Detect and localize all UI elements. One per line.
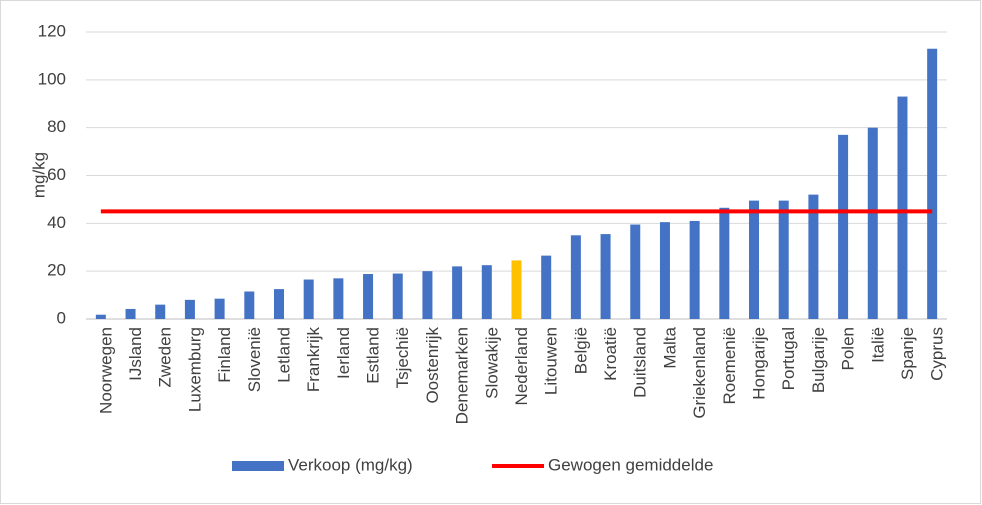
x-tick-label: Letland [274,327,293,383]
y-tick-label: 100 [38,69,66,88]
y-tick-label: 0 [57,308,66,327]
x-tick-label: Noorwegen [96,327,115,414]
x-tick-label: Duitsland [631,327,650,398]
x-tick-label: Spanje [898,327,917,380]
bar [719,207,730,319]
x-tick-label: België [571,327,590,374]
bar [422,271,433,319]
x-tick-label: Kroatië [601,327,620,381]
bar [630,224,641,319]
x-tick-label: Oostenrijk [423,327,442,404]
y-axis-label: mg/kg [29,152,48,198]
y-tick-label: 80 [47,117,66,136]
bar [184,299,195,319]
x-tick-label: Nederland [512,327,531,405]
bar [778,200,789,319]
x-tick-label: Roemenië [720,327,739,405]
bar [155,304,166,319]
x-tick-label: Portugal [779,327,798,390]
bar [392,273,403,319]
y-tick-label: 20 [47,261,66,280]
x-tick-label: Hongarije [750,327,769,400]
bar [897,96,908,319]
x-tick-label: Finland [215,327,234,383]
bar [927,48,938,319]
x-tick-label: Bulgarije [809,327,828,393]
x-tick-label: Tsjechië [393,327,412,388]
x-tick-label: Ierland [334,327,353,379]
bar [689,220,700,319]
bar [808,194,819,319]
x-tick-label: IJsland [126,327,145,381]
x-tick-label: Cyprus [928,327,947,381]
x-tick-label: Litouwen [542,327,561,395]
bar [333,278,344,319]
bar [214,298,225,319]
bar [838,134,849,319]
y-tick-label: 60 [47,165,66,184]
bar [659,222,670,319]
bar [511,260,522,319]
bar [570,235,581,319]
bar [125,308,136,319]
x-tick-label: Denemarken [453,327,472,424]
x-tick-label: Griekenland [690,327,709,419]
y-tick-label: 120 [38,21,66,40]
legend-label: Gewogen gemiddelde [548,455,713,474]
x-tick-label: Frankrijk [304,327,323,393]
x-tick-label: Luxemburg [185,327,204,412]
bar [481,265,492,319]
bar [95,314,106,319]
bar [452,266,463,319]
x-tick-label: Estland [364,327,383,384]
y-tick-label: 40 [47,213,66,232]
x-tick-label: Malta [660,326,679,368]
bar [363,274,374,319]
legend-swatch [232,461,284,471]
bar [600,234,611,319]
bar [303,279,314,319]
x-tick-label: Polen [839,327,858,370]
legend-label: Verkoop (mg/kg) [288,455,413,474]
bar [244,291,255,319]
x-tick-label: Italië [868,327,887,363]
x-tick-label: Zweden [156,327,175,387]
x-tick-label: Slovenië [245,327,264,392]
bar [867,127,878,320]
bar [273,289,284,319]
bar [541,255,552,319]
x-tick-label: Slowakije [482,327,501,399]
bar [749,200,760,319]
